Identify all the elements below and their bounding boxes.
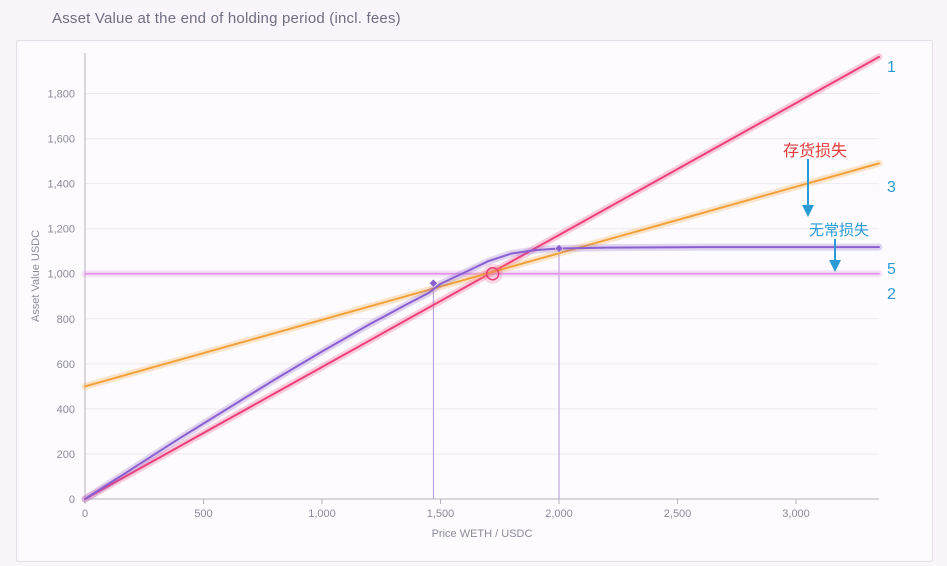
y-tick-label: 1,000 <box>47 269 75 281</box>
y-tick-label: 1,800 <box>47 89 75 101</box>
chart-svg: 0 200 400 600 800 1,000 1,200 1,400 1,600 1,800 0 5… <box>17 41 932 561</box>
x-tick-label: 3,000 <box>782 508 810 520</box>
y-tick-label: 1,600 <box>47 134 75 146</box>
x-axis-label: Price WETH / USDC <box>432 528 533 540</box>
series-5 <box>85 247 879 499</box>
chart-panel: 0 200 400 600 800 1,000 1,200 1,400 1,600 1,800 0 5… <box>16 40 933 562</box>
y-tick-label: 600 <box>57 359 75 371</box>
chart-title: Asset Value at the end of holding period… <box>52 10 401 27</box>
x-tick-label: 1,000 <box>308 508 336 520</box>
x-tick-label: 0 <box>82 508 88 520</box>
y-tick-label: 400 <box>57 404 75 416</box>
series-number-5: 5 <box>887 261 896 279</box>
annotation-text: 存货损失 <box>783 137 847 161</box>
series-number-1: 1 <box>887 59 896 77</box>
x-tick-label: 2,500 <box>664 508 692 520</box>
annotation-text: 无常损失 <box>809 219 869 240</box>
y-tick-label: 800 <box>57 314 75 326</box>
y-tick-label: 1,200 <box>47 224 75 236</box>
series-number-3: 3 <box>887 179 896 197</box>
y-axis-label: Asset Value USDC <box>30 230 42 322</box>
y-tick-label: 200 <box>57 449 75 461</box>
x-tick-label: 1,500 <box>427 508 455 520</box>
y-tick-label: 0 <box>69 494 75 506</box>
x-tick-label: 2,000 <box>545 508 573 520</box>
series-number-2: 2 <box>887 286 896 304</box>
y-tick-label: 1,400 <box>47 179 75 191</box>
x-tick-label: 500 <box>194 508 212 520</box>
